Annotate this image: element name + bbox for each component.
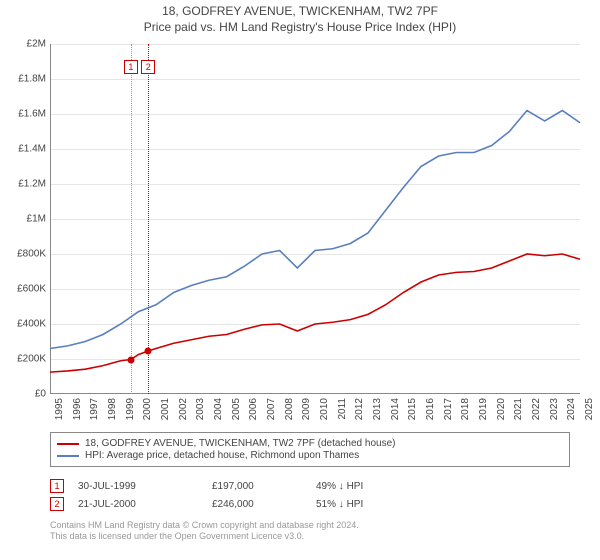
sale-marker-box: 2 [141,60,155,74]
x-tick: 2023 [549,398,560,420]
y-tick: £1.2M [0,179,46,190]
legend-item: HPI: Average price, detached house, Rich… [57,450,563,461]
sales-row: 2 21-JUL-2000 £246,000 51% ↓ HPI [50,497,570,511]
chart-container: 18, GODFREY AVENUE, TWICKENHAM, TW2 7PF … [0,0,600,560]
series-hpi [50,111,580,349]
sales-date: 21-JUL-2000 [78,499,198,510]
legend-label: 18, GODFREY AVENUE, TWICKENHAM, TW2 7PF … [85,438,395,449]
x-tick: 2015 [407,398,418,420]
sales-row: 1 30-JUL-1999 £197,000 49% ↓ HPI [50,479,570,493]
legend-label: HPI: Average price, detached house, Rich… [85,450,359,461]
x-tick: 2019 [478,398,489,420]
sales-delta: 51% ↓ HPI [316,499,406,510]
x-tick: 1999 [125,398,136,420]
x-tick: 2005 [231,398,242,420]
x-tick: 2011 [337,398,348,420]
sales-marker: 2 [50,497,64,511]
sales-table: 1 30-JUL-1999 £197,000 49% ↓ HPI 2 21-JU… [50,475,570,515]
y-tick: £1.8M [0,74,46,85]
y-tick: £600K [0,284,46,295]
x-tick: 2021 [513,398,524,420]
x-tick: 2007 [266,398,277,420]
x-tick: 2017 [443,398,454,420]
y-tick: £800K [0,249,46,260]
sales-date: 30-JUL-1999 [78,481,198,492]
x-tick: 2003 [195,398,206,420]
y-tick: £400K [0,319,46,330]
chart-title: 18, GODFREY AVENUE, TWICKENHAM, TW2 7PF [0,4,600,18]
x-tick: 2004 [213,398,224,420]
sales-price: £197,000 [212,481,302,492]
x-tick: 2025 [584,398,595,420]
x-tick: 1998 [107,398,118,420]
sales-delta: 49% ↓ HPI [316,481,406,492]
footer-attribution: Contains HM Land Registry data © Crown c… [50,520,570,543]
x-tick: 1997 [89,398,100,420]
sale-dot [145,347,152,354]
y-tick: £200K [0,354,46,365]
x-tick: 2012 [354,398,365,420]
sale-marker-box: 1 [124,60,138,74]
y-tick: £2M [0,39,46,50]
x-tick: 2014 [390,398,401,420]
x-tick: 2009 [301,398,312,420]
x-tick: 2001 [160,398,171,420]
x-tick: 2024 [566,398,577,420]
x-tick: 2013 [372,398,383,420]
legend-swatch [57,455,79,457]
sales-price: £246,000 [212,499,302,510]
y-tick: £1.4M [0,144,46,155]
sale-dot [127,356,134,363]
chart-lines [50,44,580,394]
x-tick: 2008 [284,398,295,420]
y-tick: £0 [0,389,46,400]
footer-line: Contains HM Land Registry data © Crown c… [50,520,570,531]
footer-line: This data is licensed under the Open Gov… [50,531,570,542]
x-tick: 2000 [142,398,153,420]
x-tick: 2020 [496,398,507,420]
legend-item: 18, GODFREY AVENUE, TWICKENHAM, TW2 7PF … [57,438,563,449]
x-tick: 2016 [425,398,436,420]
x-tick: 1996 [72,398,83,420]
x-tick: 2018 [460,398,471,420]
x-tick: 1995 [54,398,65,420]
sales-marker: 1 [50,479,64,493]
chart-subtitle: Price paid vs. HM Land Registry's House … [0,20,600,34]
x-tick: 2002 [178,398,189,420]
x-tick: 2022 [531,398,542,420]
x-tick: 2006 [248,398,259,420]
x-tick: 2010 [319,398,330,420]
legend-swatch [57,443,79,445]
legend: 18, GODFREY AVENUE, TWICKENHAM, TW2 7PF … [50,432,570,467]
y-tick: £1M [0,214,46,225]
y-tick: £1.6M [0,109,46,120]
title-block: 18, GODFREY AVENUE, TWICKENHAM, TW2 7PF … [0,0,600,34]
series-property_price [50,254,580,372]
